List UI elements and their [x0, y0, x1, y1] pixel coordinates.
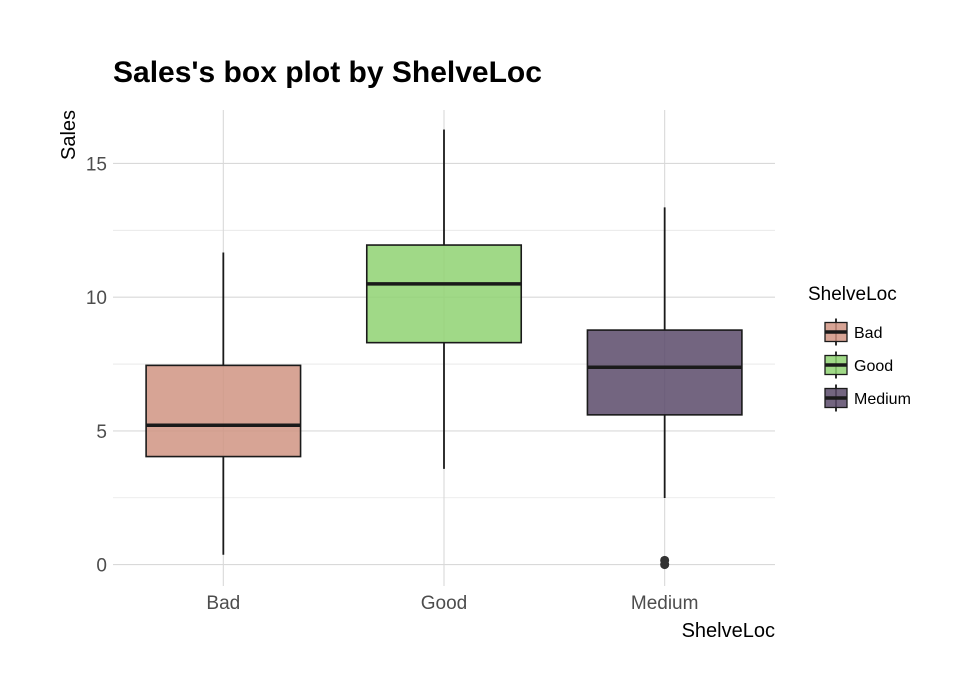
- boxplot-good: [365, 129, 523, 469]
- x-tick-label: Good: [421, 593, 467, 614]
- legend-label: Bad: [854, 325, 882, 342]
- y-tick-label: 10: [86, 288, 107, 309]
- legend-item-bad: Bad: [824, 318, 882, 346]
- y-tick-label: 5: [96, 422, 107, 443]
- boxplot-medium: [586, 207, 743, 570]
- x-tick-label: Medium: [631, 593, 699, 614]
- chart-title: Sales's box plot by ShelveLoc: [113, 56, 542, 89]
- boxplots: [145, 129, 743, 570]
- boxplot-bad: [145, 252, 302, 555]
- legend-label: Good: [854, 358, 893, 375]
- legend-item-good: Good: [824, 351, 893, 379]
- legend-title: ShelveLoc: [808, 284, 897, 305]
- x-axis-ticks: Bad Good Medium: [206, 593, 698, 614]
- legend-item-medium: Medium: [824, 384, 911, 412]
- box: [145, 364, 302, 458]
- y-axis-label: Sales: [58, 110, 80, 160]
- y-tick-label: 0: [96, 556, 107, 577]
- box: [365, 244, 523, 344]
- legend-label: Medium: [854, 391, 911, 408]
- y-tick-label: 15: [86, 154, 107, 175]
- box: [586, 329, 743, 416]
- outlier-point: [660, 555, 670, 565]
- legend: ShelveLoc Bad Good Medium: [808, 284, 911, 412]
- x-axis-label: ShelveLoc: [682, 620, 775, 642]
- y-axis-ticks: 0 5 10 15: [86, 154, 107, 576]
- x-tick-label: Bad: [206, 593, 240, 614]
